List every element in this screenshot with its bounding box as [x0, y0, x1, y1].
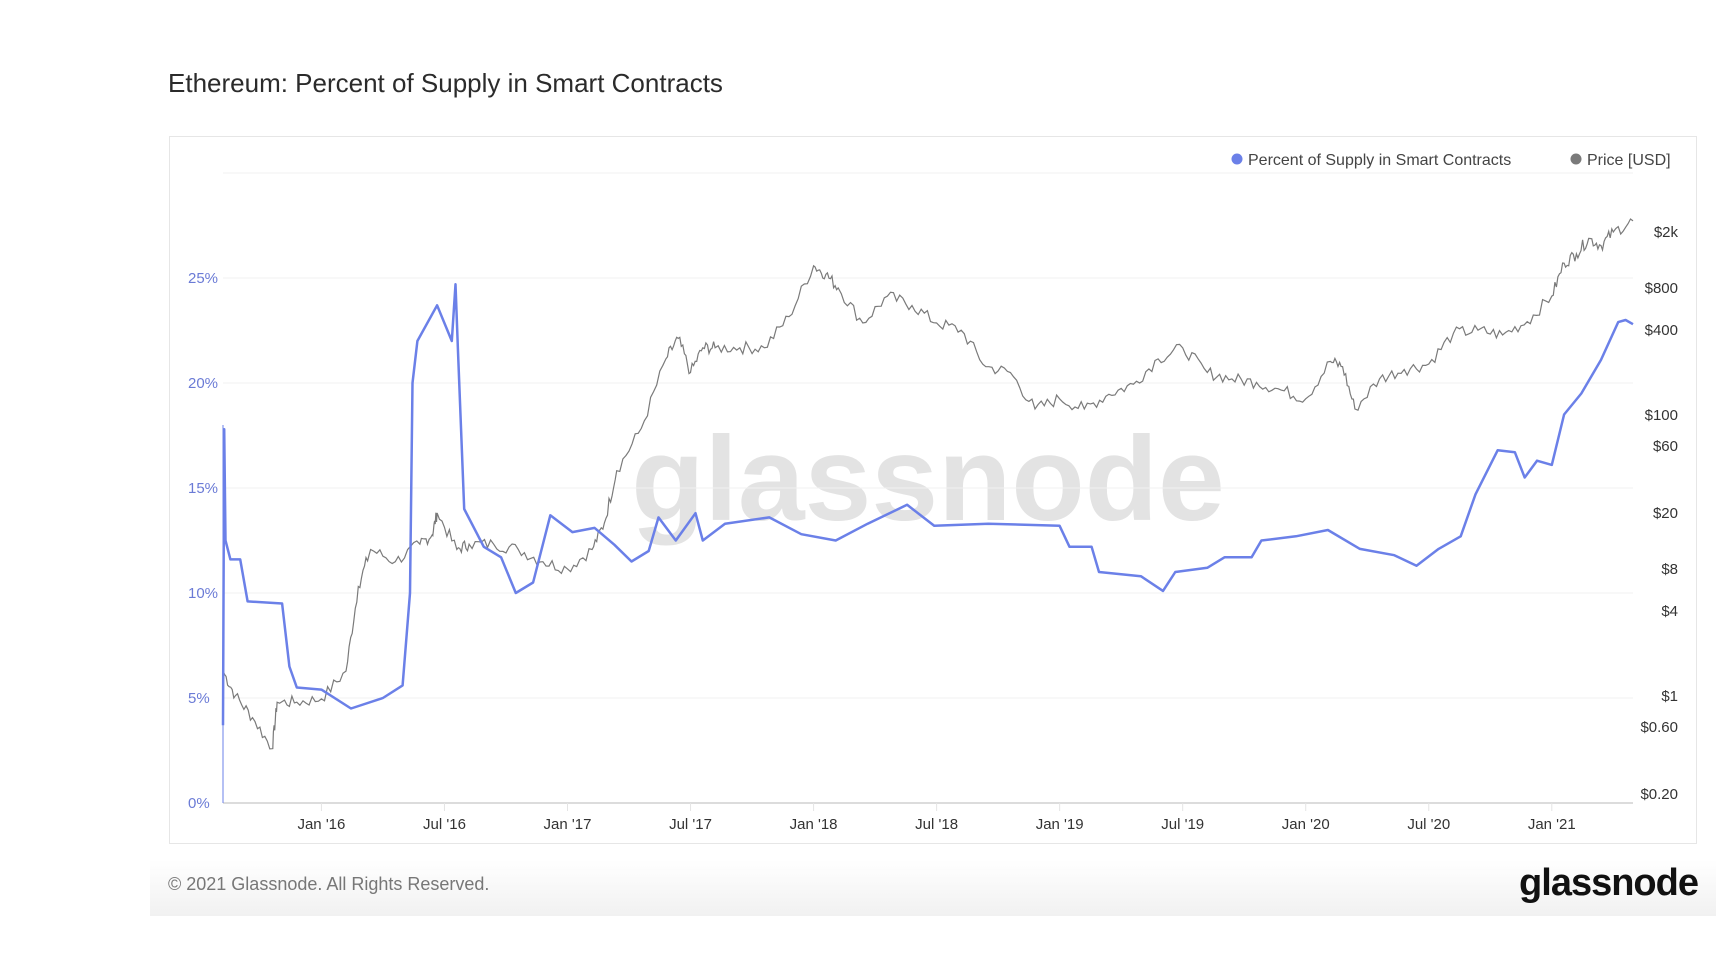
y-right-tick-label: $60: [1653, 438, 1678, 455]
y-left-tick-label: 25%: [188, 270, 218, 287]
x-tick-label: Jul '18: [915, 816, 958, 833]
y-left-tick-label: 5%: [188, 690, 210, 707]
chart-card: [169, 136, 1697, 844]
y-right-tick-label: $400: [1645, 322, 1678, 339]
price-line: [222, 218, 1634, 750]
percent-supply-line: [221, 283, 1634, 726]
y-right-tick-label: $1: [1661, 688, 1678, 705]
legend-dot-price: [1570, 153, 1582, 165]
y-right-tick-label: $100: [1645, 407, 1678, 424]
legend-dot-percent: [1231, 153, 1243, 165]
x-tick-label: Jul '20: [1407, 816, 1450, 833]
x-tick-label: Jan '17: [544, 816, 592, 833]
x-tick-label: Jan '21: [1528, 816, 1576, 833]
y-left-tick-label: 15%: [188, 480, 218, 497]
legend-label-price[interactable]: Price [USD]: [1587, 152, 1671, 169]
footer-band: [150, 860, 1716, 916]
y-right-tick-label: $4: [1661, 603, 1678, 620]
x-tick-label: Jul '17: [669, 816, 712, 833]
x-tick-label: Jan '20: [1282, 816, 1330, 833]
x-tick-label: Jan '16: [297, 816, 345, 833]
glassnode-logo[interactable]: glassnode: [1519, 862, 1699, 904]
x-tick-label: Jul '19: [1161, 816, 1204, 833]
y-right-tick-label: $0.60: [1640, 719, 1678, 736]
y-left-tick-label: 10%: [188, 585, 218, 602]
x-tick-label: Jan '19: [1036, 816, 1084, 833]
x-tick-label: Jul '16: [423, 816, 466, 833]
legend-label-percent[interactable]: Percent of Supply in Smart Contracts: [1248, 152, 1511, 169]
y-right-tick-label: $800: [1645, 280, 1678, 297]
y-left-tick-label: 0%: [188, 795, 210, 812]
y-right-tick-label: $20: [1653, 505, 1678, 522]
x-tick-label: Jan '18: [790, 816, 838, 833]
y-right-tick-label: $2k: [1654, 224, 1679, 241]
y-right-tick-label: $0.20: [1640, 786, 1678, 803]
y-right-tick-label: $8: [1661, 561, 1678, 578]
y-left-tick-label: 20%: [188, 375, 218, 392]
copyright: © 2021 Glassnode. All Rights Reserved.: [168, 874, 490, 894]
chart-title: Ethereum: Percent of Supply in Smart Con…: [168, 68, 723, 98]
legend: Percent of Supply in Smart Contracts Pri…: [1231, 152, 1671, 169]
